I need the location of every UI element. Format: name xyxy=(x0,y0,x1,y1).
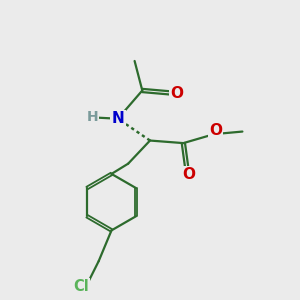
Text: O: O xyxy=(170,85,183,100)
Text: O: O xyxy=(209,123,222,138)
Text: N: N xyxy=(112,111,124,126)
Text: Cl: Cl xyxy=(73,279,89,294)
Text: O: O xyxy=(182,167,195,182)
Text: H: H xyxy=(86,110,98,124)
